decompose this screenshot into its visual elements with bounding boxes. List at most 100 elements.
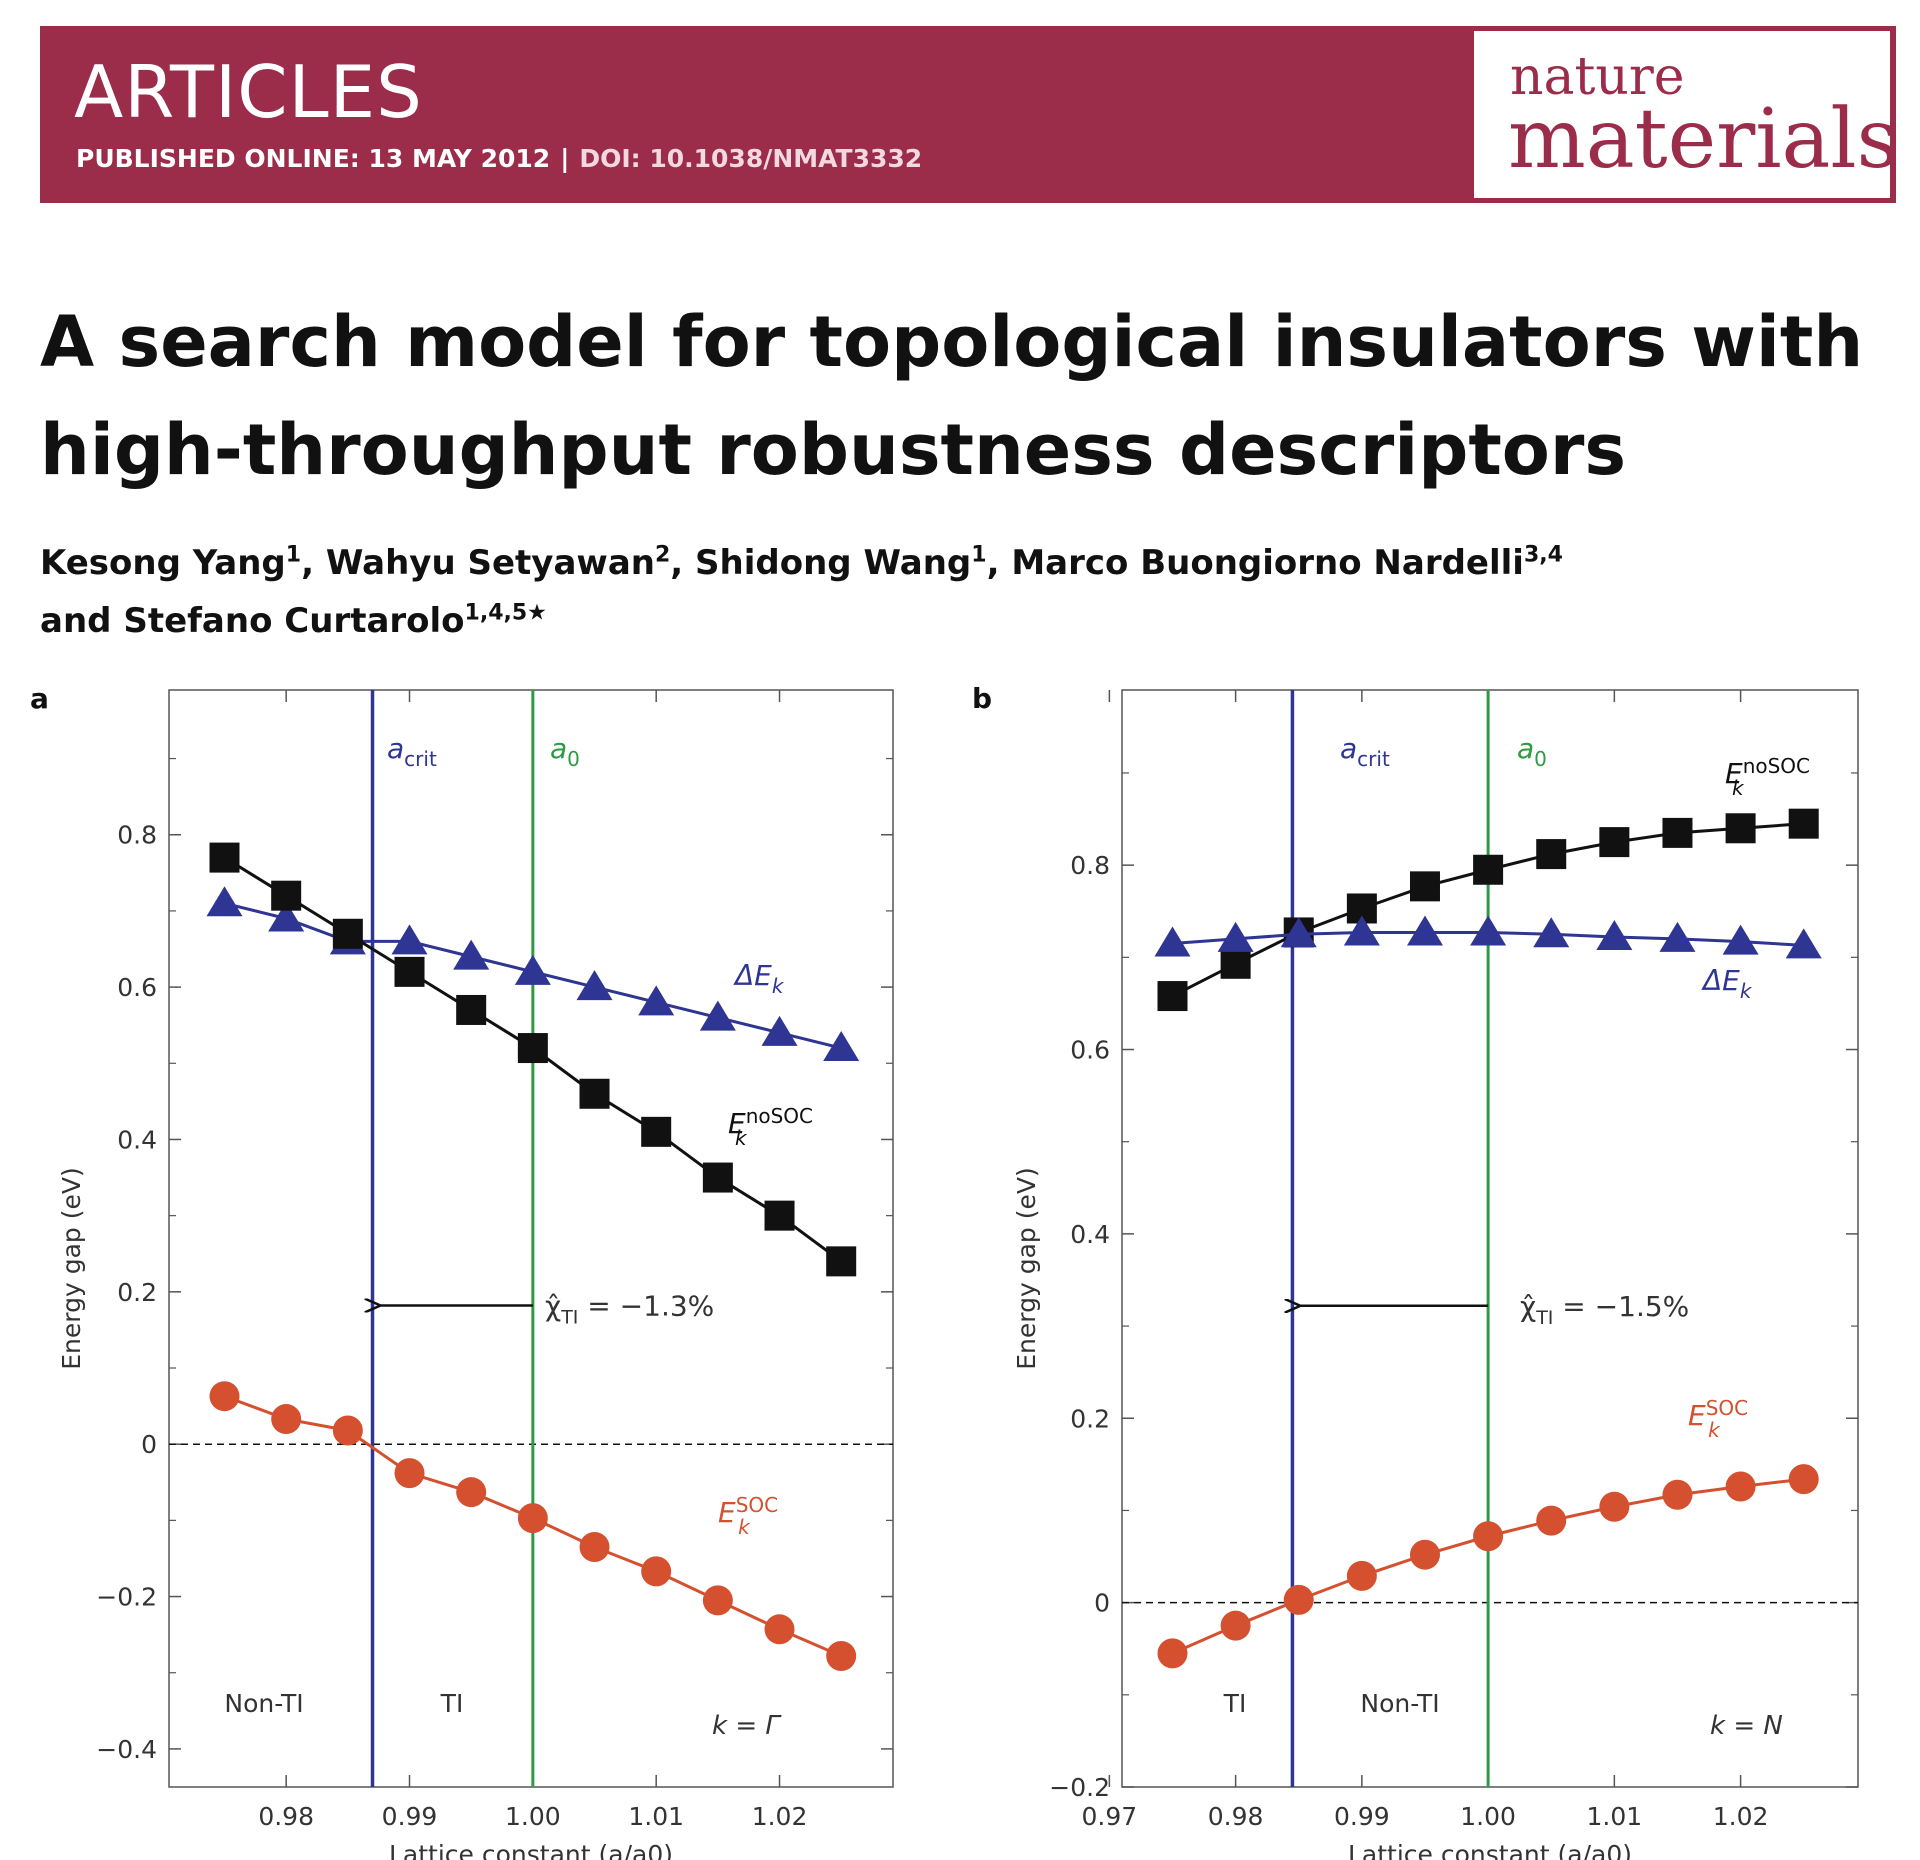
label-sub: 0 (567, 747, 580, 771)
data-point-circle (1662, 1479, 1693, 1510)
chi-label: χ̂TI = −1.5% (1520, 1290, 1689, 1329)
published-date: PUBLISHED ONLINE: 13 MAY 2012 (76, 144, 551, 173)
label-base: E (728, 1107, 746, 1140)
label-sup: SOC (736, 1493, 778, 1517)
data-point-triangle (1217, 921, 1254, 952)
data-point-circle (332, 1415, 363, 1446)
panel-a: a 0.98 0.99 1.00 1.01 1.02 −0.4 −0.2 0 0.2 0.4 0.6 0… (30, 682, 894, 1860)
label-base: E (1688, 1399, 1706, 1432)
label-base: χ̂ (545, 1290, 561, 1323)
y-tick-label: 0.8 (1070, 851, 1110, 880)
label-sub: TI (560, 1307, 578, 1329)
label-base: ΔE (733, 959, 772, 992)
a0-label: a0 (1517, 732, 1547, 771)
x-tick-label: 1.00 (505, 1802, 561, 1831)
label-sub: 0 (1534, 747, 1547, 771)
k-point-label: k = N (1710, 1711, 1783, 1741)
label-sub: k (1708, 1418, 1721, 1442)
data-point-square (641, 1116, 672, 1147)
plot-frame (168, 689, 894, 1788)
data-point-triangle (1406, 915, 1443, 946)
data-point-circle (394, 1458, 425, 1489)
author-affiliation: 1 (285, 542, 302, 568)
label-sub: k (738, 1515, 751, 1539)
author-affiliation: 1,4,5★ (464, 600, 547, 626)
data-point-square (764, 1200, 795, 1231)
data-point-square (1157, 981, 1188, 1012)
label-base: E (1725, 757, 1743, 790)
data-point-triangle (1785, 928, 1822, 959)
logo-word-nature: nature (1510, 47, 1685, 107)
chi-label: χ̂TI = −1.3% (545, 1290, 714, 1329)
data-point-triangle (1722, 924, 1759, 955)
x-tick-label: 1.00 (1460, 1802, 1516, 1831)
plot-frame (1121, 689, 1859, 1788)
data-point-triangle (1154, 926, 1191, 957)
data-point-triangle (638, 985, 675, 1016)
data-point-circle (1473, 1521, 1504, 1552)
y-tick-label: 0.2 (1070, 1404, 1110, 1433)
data-point-square (702, 1162, 733, 1193)
label-base: a (387, 732, 404, 765)
label-sub: crit (404, 747, 437, 771)
y-tick-label: 0.8 (117, 821, 157, 850)
y-tick-label: 0.6 (117, 973, 157, 1002)
data-point-square (394, 956, 425, 987)
data-point-square (1725, 813, 1756, 844)
label-sub: k (1732, 776, 1745, 800)
data-point-circle (1536, 1505, 1567, 1536)
y-tick-label: 0.4 (1070, 1220, 1110, 1249)
y-tick-label: 0.2 (117, 1278, 157, 1307)
x-axis-label: Lattice constant (a/a0) (389, 1840, 673, 1860)
data-point-triangle (699, 1000, 736, 1031)
panel-letter: b (972, 682, 992, 715)
publication-meta: PUBLISHED ONLINE: 13 MAY 2012 | DOI: 10.10… (76, 144, 922, 173)
data-point-square (456, 994, 487, 1025)
author-name: Marco Buongiorno Nardelli (1011, 543, 1524, 583)
data-point-circle (271, 1404, 302, 1435)
y-tick-label: −0.2 (1049, 1773, 1110, 1802)
author-name: Shidong Wang (695, 543, 972, 583)
x-tick-label: 0.98 (258, 1802, 314, 1831)
data-point-circle (579, 1532, 610, 1563)
series-label-soc: ESOC k (1688, 1396, 1748, 1442)
paper-title: A search model for topological insulator… (40, 301, 1864, 491)
x-tick-label: 1.01 (628, 1802, 684, 1831)
author-affiliation: 2 (654, 542, 671, 568)
y-tick-label: 0.6 (1070, 1036, 1110, 1065)
data-point-circle (1599, 1491, 1630, 1522)
data-point-circle (456, 1477, 487, 1508)
series-label-delta: ΔEk (733, 959, 785, 998)
data-point-square (1599, 827, 1630, 858)
a-crit-label: acrit (1340, 732, 1390, 771)
label-sub: crit (1357, 747, 1390, 771)
y-tick-label: 0.4 (117, 1125, 157, 1154)
data-point-square (1788, 808, 1819, 839)
data-point-circle (1346, 1560, 1377, 1591)
region-label-right: Non-TI (1360, 1689, 1439, 1718)
x-tick-label: 0.99 (1334, 1802, 1390, 1831)
data-point-triangle (576, 970, 613, 1001)
region-label-right: TI (440, 1689, 464, 1718)
meta-separator: | (560, 144, 570, 173)
data-point-circle (826, 1640, 857, 1671)
label-sup: noSOC (746, 1104, 813, 1128)
data-point-square (332, 918, 363, 949)
a-crit-label: acrit (387, 732, 437, 771)
journal-banner: ARTICLES PUBLISHED ONLINE: 13 MAY 2012 | D… (40, 26, 1899, 203)
y-tick-label: −0.2 (96, 1583, 157, 1612)
data-point-triangle (1659, 921, 1696, 952)
region-label-left: TI (1223, 1689, 1247, 1718)
data-point-triangle (268, 901, 305, 932)
label-base: E (718, 1496, 736, 1529)
data-point-circle (1788, 1464, 1819, 1495)
data-point-square (826, 1246, 857, 1277)
label-base: ΔE (1701, 964, 1740, 997)
series-label-soc: ESOC k (718, 1493, 778, 1539)
author-joiner: and (40, 601, 112, 641)
doi[interactable]: DOI: 10.1038/NMAT3332 (579, 144, 923, 173)
data-point-square (1220, 948, 1251, 979)
data-point-triangle (1470, 915, 1507, 946)
data-point-square (517, 1033, 548, 1064)
data-point-circle (209, 1381, 240, 1412)
